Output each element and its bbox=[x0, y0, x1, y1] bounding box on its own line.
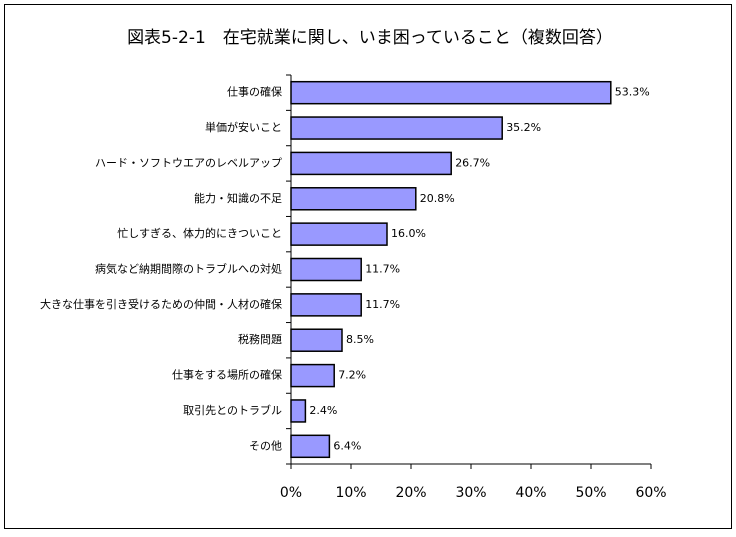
value-label: 20.8% bbox=[420, 192, 455, 205]
x-tick-label: 40% bbox=[515, 485, 546, 501]
value-label: 11.7% bbox=[365, 263, 400, 276]
value-label: 11.7% bbox=[365, 298, 400, 311]
value-label: 6.4% bbox=[333, 439, 361, 452]
value-label: 35.2% bbox=[506, 121, 541, 134]
y-tick-label: 仕事をする場所の確保 bbox=[172, 368, 282, 382]
value-label: 2.4% bbox=[309, 404, 337, 417]
y-tick-label: 取引先とのトラブル bbox=[183, 403, 282, 417]
y-tick-label: 忙しすぎる、体力的にきついこと bbox=[117, 226, 282, 240]
bar bbox=[290, 363, 335, 388]
value-label: 26.7% bbox=[455, 156, 490, 169]
bar bbox=[290, 257, 362, 282]
bar bbox=[290, 328, 343, 352]
value-label: 7.2% bbox=[338, 369, 366, 382]
x-tick-label: 30% bbox=[455, 485, 486, 501]
y-tick-label: その他 bbox=[249, 439, 282, 452]
bar bbox=[290, 399, 307, 423]
bar bbox=[290, 293, 362, 317]
y-tick-label: ハード・ソフトウエアのレベルアップ bbox=[95, 156, 282, 169]
y-tick-label: 税務問題 bbox=[238, 332, 282, 346]
x-tick-label: 10% bbox=[335, 485, 366, 501]
bar bbox=[290, 80, 612, 105]
x-tick-label: 20% bbox=[395, 485, 426, 501]
value-label: 53.3% bbox=[615, 86, 650, 99]
chart-title: 図表5-2-1 在宅就業に関し、いま困っていること（複数回答） bbox=[127, 28, 613, 48]
x-tick-label: 50% bbox=[575, 485, 606, 501]
value-label: 16.0% bbox=[391, 227, 426, 240]
value-label: 8.5% bbox=[346, 333, 374, 346]
bar bbox=[290, 116, 503, 140]
y-tick-label: 能力・知識の不足 bbox=[194, 191, 282, 205]
bar bbox=[290, 187, 417, 211]
y-tick-label: 仕事の確保 bbox=[227, 85, 282, 99]
y-tick-label: 病気など納期間際のトラブルへの対処 bbox=[95, 262, 282, 276]
bar bbox=[290, 222, 388, 246]
bar bbox=[290, 434, 331, 459]
y-tick-label: 単価が安いこと bbox=[205, 120, 282, 134]
y-tick-label: 大きな仕事を引き受けるための仲間・人材の確保 bbox=[40, 297, 282, 311]
x-tick-label: 60% bbox=[635, 485, 666, 501]
x-tick-label: 0% bbox=[280, 485, 302, 501]
bar bbox=[290, 151, 452, 176]
